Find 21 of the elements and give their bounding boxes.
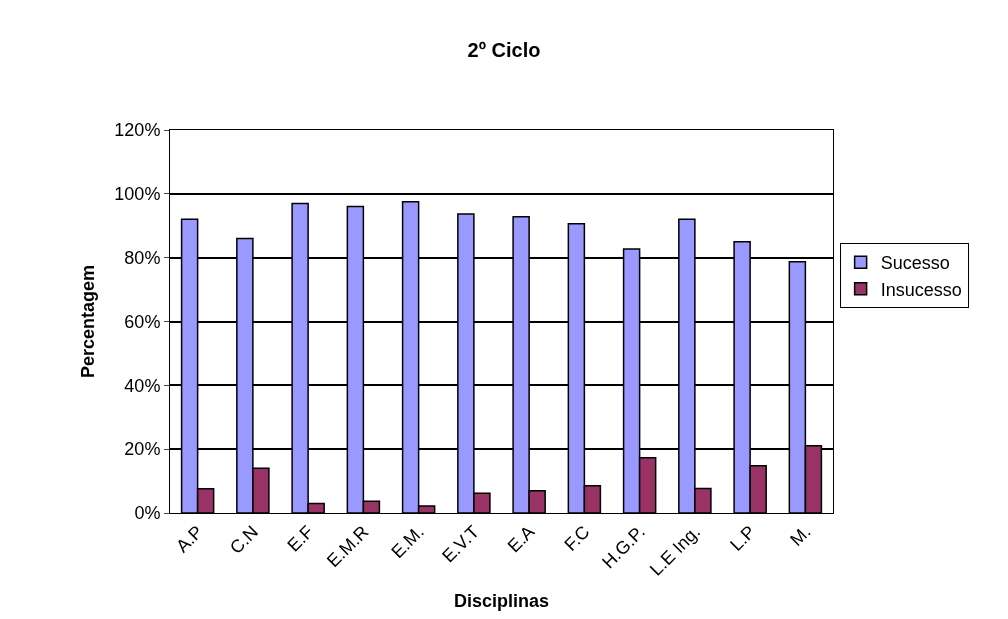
y-tick-label: 80% xyxy=(124,247,161,268)
y-tick-label: 120% xyxy=(114,120,161,141)
y-tick-label: 20% xyxy=(124,439,161,460)
x-tick-label: A.P xyxy=(172,521,207,557)
y-tick-label: 40% xyxy=(124,375,161,396)
x-tick-label: C.N xyxy=(226,521,263,558)
legend-label: Insucesso xyxy=(880,279,962,300)
y-axis-title: Percentagem xyxy=(77,264,98,379)
y-tick-label: 100% xyxy=(114,184,161,205)
y-tick-label: 0% xyxy=(134,503,161,524)
x-tick-label: F.C xyxy=(560,521,594,555)
x-axis-title: Disciplinas xyxy=(453,590,550,611)
x-tick-label: E.A xyxy=(503,521,539,557)
x-tick-label: E.M. xyxy=(387,521,428,562)
legend-label: Sucesso xyxy=(880,253,950,274)
x-tick-label: L.P xyxy=(726,521,760,555)
x-tick-label: L.E Ing. xyxy=(646,521,705,580)
x-tick-label: M. xyxy=(786,521,815,550)
y-tick-label: 60% xyxy=(124,311,161,332)
x-tick-label: E.F xyxy=(283,521,318,556)
chart-title: 2º Ciclo xyxy=(467,39,541,62)
